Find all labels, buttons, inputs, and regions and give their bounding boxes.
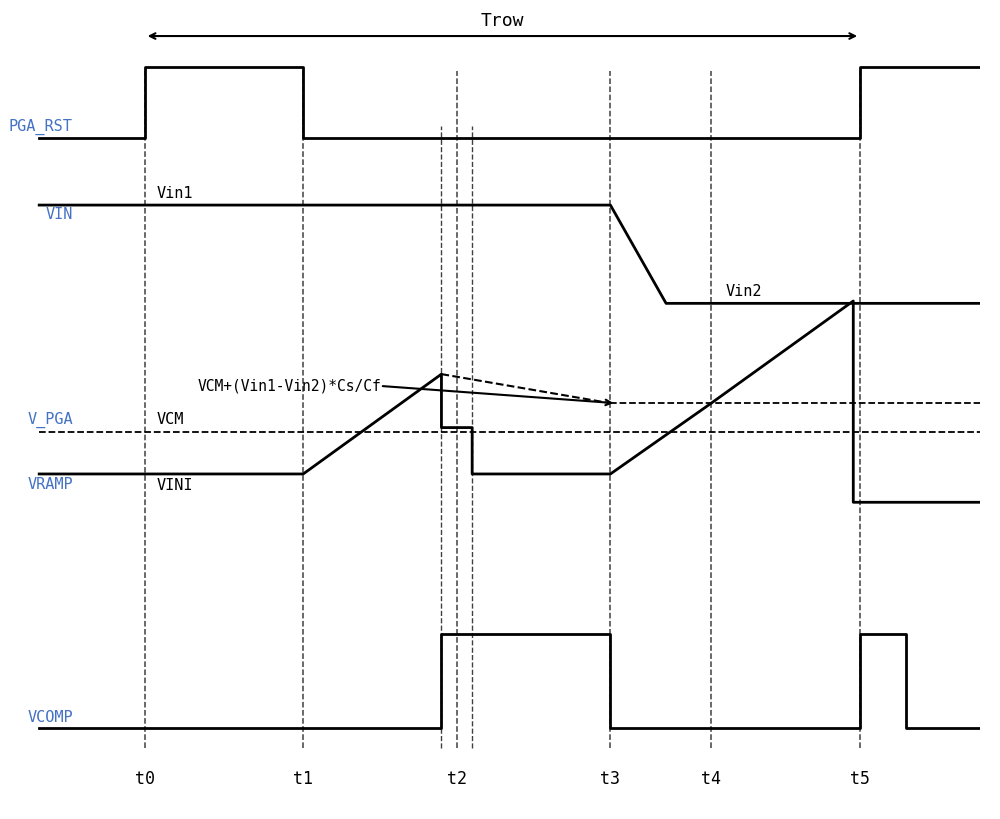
Text: t0: t0 xyxy=(135,770,155,788)
Text: t2: t2 xyxy=(447,770,467,788)
Text: V_PGA: V_PGA xyxy=(27,411,73,428)
Text: t5: t5 xyxy=(850,770,870,788)
Text: PGA_RST: PGA_RST xyxy=(9,119,73,135)
Text: Vin1: Vin1 xyxy=(156,186,193,201)
Text: VRAMP: VRAMP xyxy=(27,477,73,492)
Text: t4: t4 xyxy=(701,770,721,788)
Text: VCM+(Vin1-Vin2)*Cs/Cf: VCM+(Vin1-Vin2)*Cs/Cf xyxy=(198,378,381,393)
Text: Vin2: Vin2 xyxy=(726,283,762,299)
Text: t1: t1 xyxy=(293,770,313,788)
Text: VCOMP: VCOMP xyxy=(27,710,73,725)
Text: VCM: VCM xyxy=(156,412,184,427)
Text: VIN: VIN xyxy=(45,207,73,223)
Text: Trow: Trow xyxy=(481,11,524,29)
Text: t3: t3 xyxy=(600,770,620,788)
Text: VINI: VINI xyxy=(156,478,193,493)
